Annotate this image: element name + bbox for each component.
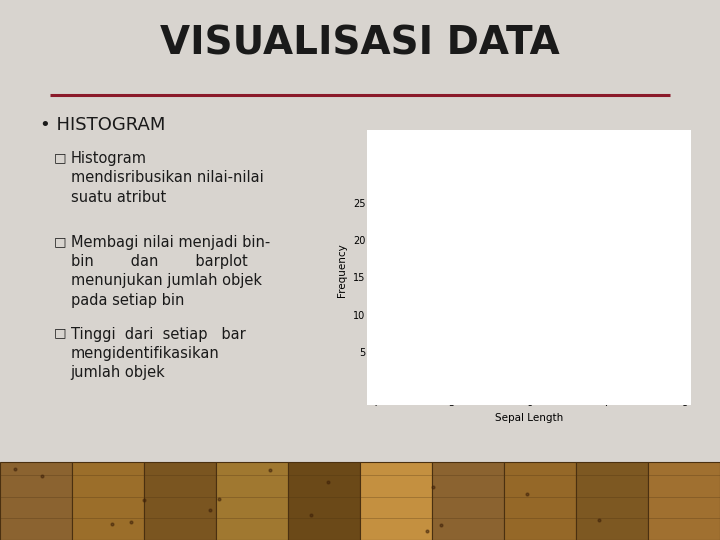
Bar [144, 462, 216, 540]
Text: Histogram
mendisribusikan nilai-nilai
suatu atribut: Histogram mendisribusikan nilai-nilai su… [71, 151, 264, 205]
Text: Tinggi  dari  setiap   bar
mengidentifikasikan
jumlah objek: Tinggi dari setiap bar mengidentifikasik… [71, 327, 246, 380]
Bar [452, 195, 490, 389]
Bar [576, 462, 648, 540]
Bar [645, 345, 684, 389]
Text: • HISTOGRAM: • HISTOGRAM [40, 116, 165, 134]
X-axis label: Sepal Length: Sepal Length [495, 414, 563, 423]
Bar [0, 462, 72, 540]
Bar [288, 462, 360, 540]
Bar [216, 462, 288, 540]
Bar [504, 462, 576, 540]
Title: Colored histogram: Colored histogram [468, 137, 590, 150]
Text: □: □ [54, 235, 66, 248]
Bar [606, 345, 645, 389]
Bar [648, 462, 720, 540]
Bar [360, 462, 432, 540]
Bar [529, 181, 568, 389]
Bar [374, 352, 413, 389]
Text: □: □ [54, 151, 66, 164]
Text: VISUALISASI DATA: VISUALISASI DATA [160, 24, 560, 62]
Bar [72, 462, 144, 540]
Y-axis label: Frequency: Frequency [337, 243, 347, 297]
Bar [413, 195, 452, 389]
Bar [0, 0, 720, 462]
Bar [432, 462, 504, 540]
Bar [568, 270, 607, 389]
Bar [490, 173, 529, 389]
Text: □: □ [54, 327, 66, 340]
Text: Membagi nilai menjadi bin-
bin        dan        barplot
menunjukan jumlah objek: Membagi nilai menjadi bin- bin dan barpl… [71, 235, 270, 307]
